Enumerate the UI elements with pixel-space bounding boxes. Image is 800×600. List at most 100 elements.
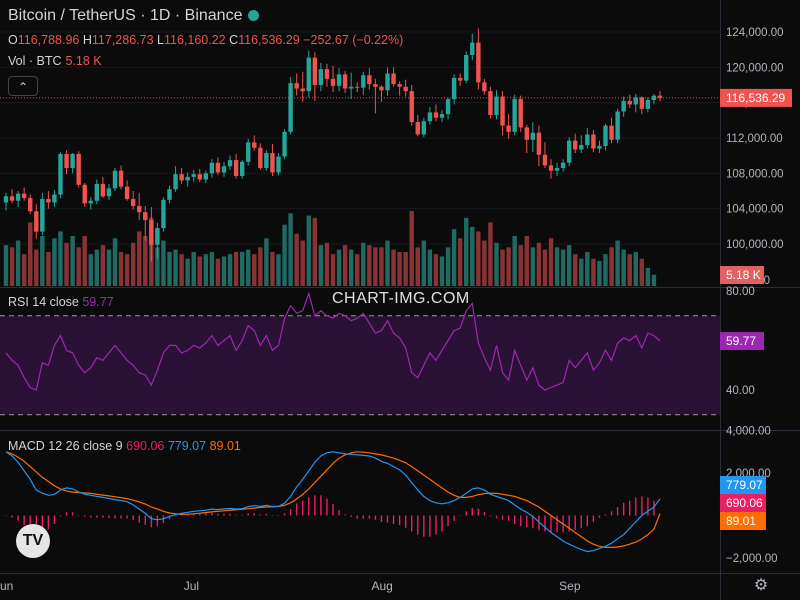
rsi-legend-label: RSI 14 close: [8, 295, 79, 309]
candle-body: [15, 193, 21, 201]
last-price-badge: [720, 88, 792, 107]
candle-body: [385, 73, 390, 91]
rsi-line: [5, 291, 661, 391]
candle-body: [324, 69, 330, 79]
volume-bar: [494, 242, 499, 286]
candle-body: [415, 122, 420, 135]
macd-histogram-bar: [362, 515, 364, 519]
candle-body: [167, 189, 172, 200]
market-status-icon: [248, 10, 260, 21]
macd-histogram-bar: [489, 515, 492, 517]
volume-bar: [258, 247, 263, 286]
macd-histogram-bar: [477, 508, 480, 516]
volume-bar: [173, 249, 178, 286]
macd-histogram-bar: [350, 515, 352, 517]
macd-histogram-bar: [277, 515, 280, 516]
volume-bar: [573, 254, 578, 286]
last-volume-badge: [720, 266, 764, 284]
macd-histogram-bar: [398, 515, 401, 526]
candle-body: [94, 183, 100, 201]
macd-histogram-bar: [513, 515, 516, 524]
volume-label: Vol · BTC: [8, 54, 62, 68]
candle-body: [536, 132, 542, 155]
candle-body: [88, 200, 93, 204]
candle-body: [530, 132, 536, 140]
macd-histogram-bar: [90, 515, 92, 518]
rsi-band: [0, 315, 720, 415]
volume-bar: [433, 254, 439, 286]
volume-bar: [9, 247, 15, 286]
candle-body: [191, 174, 196, 177]
macd-histogram-bar: [271, 515, 274, 516]
macd-histogram-bar: [616, 507, 619, 516]
rsi-last-label: 59.77: [726, 334, 756, 348]
volume-bar: [82, 236, 87, 286]
macd-histogram-bar: [380, 515, 383, 522]
candle-body: [512, 99, 517, 132]
candle-body: [276, 156, 281, 173]
volume-bar: [457, 238, 463, 286]
macd-histogram-bar: [368, 515, 371, 519]
volume-bar: [451, 229, 457, 286]
gear-icon[interactable]: ⚙: [753, 577, 769, 594]
volume-bar: [143, 236, 148, 286]
macd-histogram-bar: [126, 515, 128, 519]
volume-bar: [221, 256, 227, 286]
macd-histogram-bar: [289, 509, 292, 516]
symbol-title: Bitcoin / TetherUS · 1D · Binance: [8, 7, 260, 25]
volume-bar: [336, 249, 342, 286]
volume-bar: [209, 251, 215, 286]
candle-body: [282, 131, 287, 157]
macd-histogram-bar: [150, 515, 153, 528]
candle-body: [227, 160, 233, 167]
macd-histogram-bar: [532, 515, 534, 529]
macd-histogram-bar: [144, 515, 146, 525]
macd-histogram-bar: [302, 500, 304, 516]
volume-bar: [415, 247, 420, 286]
volume-bar: [330, 254, 336, 286]
macd-legend-macd: 779.07: [167, 439, 207, 453]
macd-histogram-bar: [647, 497, 649, 516]
macd-histogram-bar: [526, 515, 528, 528]
volume-bar: [28, 222, 33, 286]
macd-tick-label: −2,000.00: [726, 553, 777, 565]
macd-histogram-bar: [265, 513, 268, 516]
volume-bar: [70, 236, 75, 286]
candle-body: [657, 95, 663, 98]
volume-bar: [591, 258, 596, 286]
tradingview-logo[interactable]: TV: [16, 524, 50, 558]
candle-body: [300, 88, 305, 92]
volume-bar: [633, 251, 638, 286]
macd-histogram-bar: [604, 514, 607, 516]
macd-histogram-bar: [211, 512, 213, 516]
volume-bar: [94, 249, 100, 286]
candle-body: [627, 100, 632, 105]
macd-histogram-bar: [47, 515, 50, 530]
open-label: O: [8, 33, 18, 47]
time-tick-label: un: [0, 579, 13, 593]
macd-histogram-bar: [610, 511, 613, 516]
volume-bar: [318, 245, 324, 286]
macd-histogram-bar: [653, 500, 655, 516]
volume-bar: [185, 258, 190, 286]
volume-bar: [391, 249, 396, 286]
candle-body: [197, 174, 202, 180]
volume-bar: [464, 217, 469, 286]
candle-body: [106, 188, 112, 197]
volume-bar: [645, 267, 651, 286]
volume-bar: [512, 236, 517, 286]
candle-body: [342, 74, 348, 89]
volume-bar: [367, 245, 372, 286]
volume-bar: [579, 258, 584, 286]
collapse-legend-button[interactable]: ⌃: [8, 76, 38, 96]
volume-bar: [597, 261, 602, 286]
candle-body: [379, 86, 384, 91]
macd-histogram-bar: [374, 515, 377, 520]
volume-bar: [276, 254, 281, 286]
candle-body: [470, 42, 475, 55]
candle-body: [494, 96, 499, 116]
candle-body: [294, 83, 299, 89]
macd-histogram-bar: [417, 515, 419, 535]
price-tick-label: 100,000.00: [726, 239, 784, 251]
